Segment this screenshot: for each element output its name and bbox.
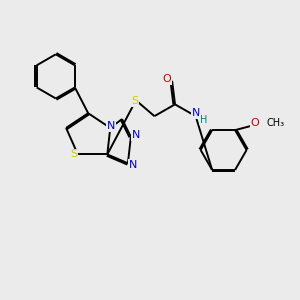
Text: S: S bbox=[131, 96, 138, 106]
Text: O: O bbox=[251, 118, 260, 128]
Text: N: N bbox=[192, 108, 200, 118]
Text: N: N bbox=[129, 160, 137, 170]
Text: N: N bbox=[107, 122, 115, 131]
Text: N: N bbox=[132, 130, 140, 140]
Text: H: H bbox=[200, 115, 208, 125]
Text: O: O bbox=[162, 74, 171, 84]
Text: CH₃: CH₃ bbox=[267, 118, 285, 128]
Text: S: S bbox=[70, 149, 77, 159]
